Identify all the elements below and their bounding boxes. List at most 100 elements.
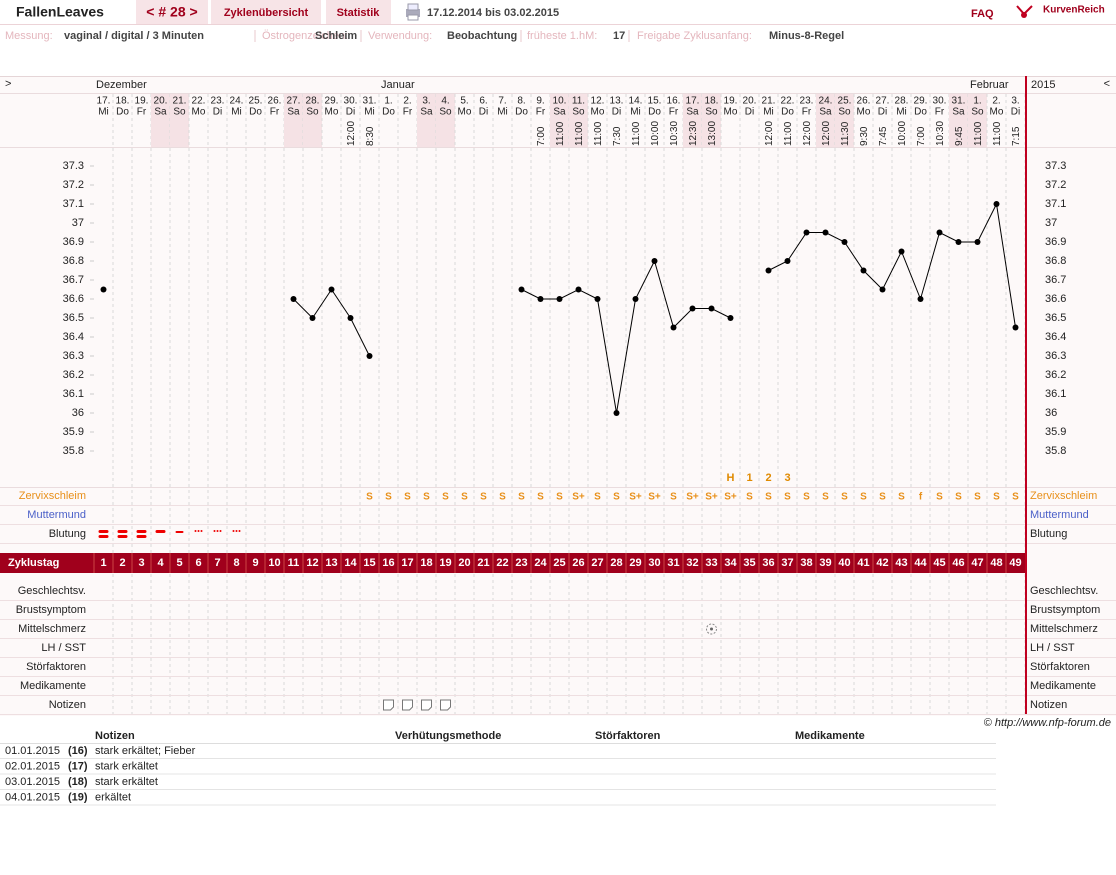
day-label: 17. <box>97 96 111 107</box>
weekday-label: Mi <box>763 107 774 118</box>
nav-prev[interactable]: > <box>5 78 11 90</box>
day-label: 28. <box>895 96 909 107</box>
evaluation-mark: 2 <box>765 472 771 484</box>
weekday-label: Do <box>781 107 794 118</box>
temperature-point <box>822 229 829 236</box>
weekend-shade <box>816 94 835 147</box>
cycle-day: 28 <box>610 557 622 569</box>
y-tick-label: 36.8 <box>63 255 84 267</box>
tab-bg <box>326 0 391 24</box>
day-label: 19. <box>135 96 149 107</box>
weekday-label: Sa <box>553 107 566 118</box>
notes-date: 02.01.2015 <box>5 760 60 772</box>
day-label: 12. <box>591 96 605 107</box>
day-label: 2. <box>403 96 411 107</box>
time-label: 11:30 <box>840 121 851 146</box>
mucus-mark: S <box>746 492 753 503</box>
y-tick-label-right: 37.1 <box>1045 198 1066 210</box>
note-icon[interactable] <box>421 699 432 711</box>
weekday-label: Mo <box>192 107 206 118</box>
bleeding-icon <box>175 531 184 533</box>
y-tick-label-right: 37.3 <box>1045 160 1066 172</box>
pain-icon <box>706 623 717 635</box>
mucus-mark: S <box>936 492 943 503</box>
mucus-mark: S <box>879 492 886 503</box>
tab[interactable]: Zyklenübersicht <box>224 7 309 19</box>
temperature-point <box>841 239 848 245</box>
day-label: 10. <box>553 96 567 107</box>
note-icon[interactable] <box>402 699 413 711</box>
day-label: 27. <box>287 96 301 107</box>
temperature-point <box>803 229 810 236</box>
y-tick-label-right: 36.3 <box>1045 350 1066 362</box>
weekday-label: Di <box>479 107 488 118</box>
note-icon[interactable] <box>383 699 394 711</box>
cycle-day: 39 <box>819 557 831 569</box>
notes-header: Störfaktoren <box>595 730 661 742</box>
day-label: 18. <box>705 96 719 107</box>
faq-link[interactable]: FAQ <box>971 8 994 20</box>
cycle-day: 37 <box>781 557 793 569</box>
notes-day: (16) <box>68 745 88 757</box>
time-label: 7:45 <box>878 126 889 146</box>
cycle-day: 45 <box>933 557 945 569</box>
row-label-right: Geschlechtsv. <box>1030 585 1098 597</box>
mucus-mark: S <box>594 492 601 503</box>
y-tick-label-right: 36.5 <box>1045 312 1066 324</box>
weekend-shade <box>835 94 854 147</box>
notes-day: (19) <box>68 791 88 803</box>
weekday-label: Mo <box>857 107 871 118</box>
tab-bg <box>211 0 321 24</box>
cycle-day: 16 <box>382 557 394 569</box>
mucus-mark: S <box>366 492 373 503</box>
time-label: 8:30 <box>365 126 376 146</box>
print-icon[interactable] <box>406 3 420 21</box>
weekend-shade <box>702 94 721 147</box>
cycle-day: 48 <box>990 557 1002 569</box>
day-label: 21. <box>173 96 187 107</box>
info-label: Messung: <box>5 30 53 42</box>
info-value: Schleim <box>315 30 357 42</box>
weekday-label: Do <box>249 107 262 118</box>
bleeding-icon <box>136 530 147 533</box>
mucus-mark: S <box>784 492 791 503</box>
y-tick-label: 37.3 <box>63 160 84 172</box>
nav-next[interactable]: < <box>1104 78 1110 90</box>
day-label: 28. <box>306 96 320 107</box>
bleeding-icon <box>98 530 109 533</box>
notes-text: stark erkältet <box>95 760 158 772</box>
notes-day: (18) <box>68 776 88 788</box>
cycle-day: 44 <box>914 557 927 569</box>
day-label: 27. <box>876 96 890 107</box>
day-label: 23. <box>800 96 814 107</box>
weekday-label: Do <box>648 107 661 118</box>
weekday-label: Di <box>1011 107 1020 118</box>
info-label: Östrogenzeichen: <box>262 30 348 42</box>
user-name: FallenLeaves <box>16 4 104 20</box>
time-label: 10:30 <box>669 121 680 146</box>
weekday-label: Fr <box>935 107 945 118</box>
day-label: 22. <box>192 96 206 107</box>
weekend-shade <box>303 94 322 147</box>
notes-date: 04.01.2015 <box>5 791 60 803</box>
notes-header: Medikamente <box>795 730 865 742</box>
tab[interactable]: Statistik <box>337 7 381 19</box>
temperature-point <box>765 267 772 274</box>
weekend-shade <box>151 94 170 147</box>
logo-icon <box>1016 5 1033 18</box>
mucus-mark: S <box>385 492 392 503</box>
day-label: 18. <box>116 96 130 107</box>
top-bar: FallenLeaves < # 28 > Zyklenübersicht St… <box>0 0 1116 25</box>
temperature-point <box>993 201 1000 207</box>
note-icon[interactable] <box>440 699 451 711</box>
logo-text[interactable]: KurvenReich <box>1043 5 1105 16</box>
row-label-right: Störfaktoren <box>1030 661 1090 673</box>
row-label: Zyklustag <box>8 557 59 569</box>
weekday-label: Di <box>612 107 621 118</box>
cycle-day: 26 <box>572 557 584 569</box>
cycle-nav[interactable]: < # 28 > <box>146 4 197 20</box>
y-tick-label: 36.5 <box>63 312 84 324</box>
temperature-point <box>670 324 677 331</box>
mucus-mark: S <box>860 492 867 503</box>
